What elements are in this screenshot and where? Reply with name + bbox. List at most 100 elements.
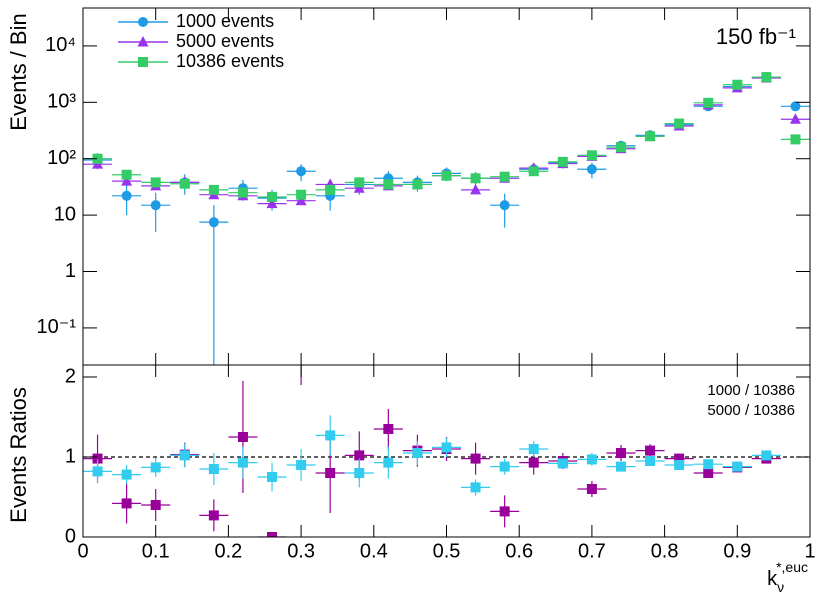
data-point	[92, 453, 103, 464]
bottom-plot-area	[83, 365, 810, 537]
data-point	[586, 454, 597, 465]
x-tick-label: 0.1	[142, 540, 170, 562]
data-point	[703, 459, 714, 470]
luminosity-label: 150 fb⁻¹	[716, 24, 796, 49]
data-point	[441, 170, 452, 181]
data-point	[615, 448, 626, 458]
data-point	[325, 184, 336, 195]
data-point	[383, 424, 394, 434]
data-point	[528, 457, 539, 468]
data-point	[499, 506, 510, 517]
legend-marker	[138, 17, 148, 27]
data-point	[267, 191, 278, 202]
data-point	[790, 101, 801, 112]
x-tick-label: 0.5	[433, 540, 461, 562]
data-point	[354, 468, 365, 478]
data-point	[499, 171, 510, 182]
x-tick-label: 0.2	[214, 540, 242, 562]
y-tick-label: 2	[65, 365, 76, 387]
data-point	[790, 134, 801, 145]
data-point	[674, 460, 685, 470]
data-point	[470, 173, 481, 184]
y-axis-title: Events / Bin	[6, 13, 31, 130]
data-point	[208, 510, 219, 521]
x-axis-title-sup: *,euc	[776, 559, 808, 575]
data-point	[470, 482, 481, 493]
data-point	[179, 450, 190, 461]
data-point	[267, 532, 278, 537]
data-point	[325, 430, 336, 441]
y-tick-label: 10²	[47, 147, 76, 169]
legend-label: 5000 events	[176, 31, 274, 51]
legend-label: 1000 events	[176, 11, 274, 31]
data-point	[761, 72, 772, 83]
x-tick-label: 0.4	[360, 540, 388, 562]
data-point	[789, 113, 801, 124]
data-point	[179, 178, 190, 189]
data-point	[296, 189, 307, 200]
data-point	[150, 200, 161, 211]
y-tick-label: 1	[65, 445, 76, 467]
data-point	[267, 472, 278, 482]
x-tick-label: 0.6	[505, 540, 533, 562]
data-point	[586, 164, 597, 175]
top-plot-area	[83, 71, 810, 365]
data-point	[645, 131, 656, 142]
data-point	[528, 444, 539, 454]
ratio-label: 1000 / 10386	[707, 382, 795, 399]
y-tick-label: 1	[65, 260, 76, 282]
data-point	[92, 466, 103, 477]
data-point	[150, 500, 161, 510]
data-point	[761, 450, 772, 461]
data-point	[615, 142, 626, 153]
data-point	[150, 462, 161, 473]
data-point	[557, 156, 568, 167]
data-point	[703, 97, 714, 108]
data-point	[150, 177, 161, 188]
data-point	[121, 190, 132, 201]
x-tick-label: 0.7	[578, 540, 606, 562]
x-axis-title: kν *,euc	[767, 559, 808, 595]
data-point	[237, 432, 248, 442]
data-point	[645, 445, 656, 456]
data-point	[354, 177, 365, 188]
data-point	[441, 442, 452, 453]
data-point	[208, 217, 219, 228]
y-axis-title: Events Ratios	[6, 387, 31, 523]
data-point	[237, 187, 248, 198]
data-point	[237, 457, 248, 468]
data-point	[412, 448, 423, 458]
y-tick-label: 0	[65, 525, 76, 547]
data-point	[732, 461, 743, 472]
data-point	[325, 468, 336, 478]
data-point	[121, 469, 132, 480]
data-point	[354, 450, 365, 461]
y-tick-label: 10³	[47, 91, 76, 113]
data-point	[353, 182, 365, 193]
legend-marker	[137, 36, 149, 47]
x-tick-label: 0.3	[287, 540, 315, 562]
data-point	[92, 153, 103, 164]
legend-marker	[138, 57, 148, 67]
axes: 10⁴ 10³ 10² 10 1 10⁻¹ 0 1 2 0 0.1 0.2 0.3 0.4 0.5 0.6 0.…	[37, 8, 816, 562]
y-tick-label: 10⁴	[45, 34, 76, 56]
data-point	[674, 453, 685, 464]
y-tick-label: 10	[54, 203, 76, 225]
data-point	[528, 166, 539, 177]
data-point	[615, 461, 626, 472]
data-point	[412, 179, 423, 190]
data-point	[586, 484, 597, 494]
data-point	[674, 118, 685, 129]
data-point	[586, 150, 597, 161]
data-point	[296, 460, 307, 470]
y-tick-label: 10⁻¹	[37, 316, 77, 338]
legend-label: 10386 events	[176, 51, 284, 71]
x-tick-label: 0.9	[723, 540, 751, 562]
x-tick-label: 0	[77, 540, 88, 562]
data-point	[499, 200, 510, 211]
data-point	[703, 468, 714, 478]
data-point	[121, 498, 132, 509]
data-point	[645, 456, 656, 466]
